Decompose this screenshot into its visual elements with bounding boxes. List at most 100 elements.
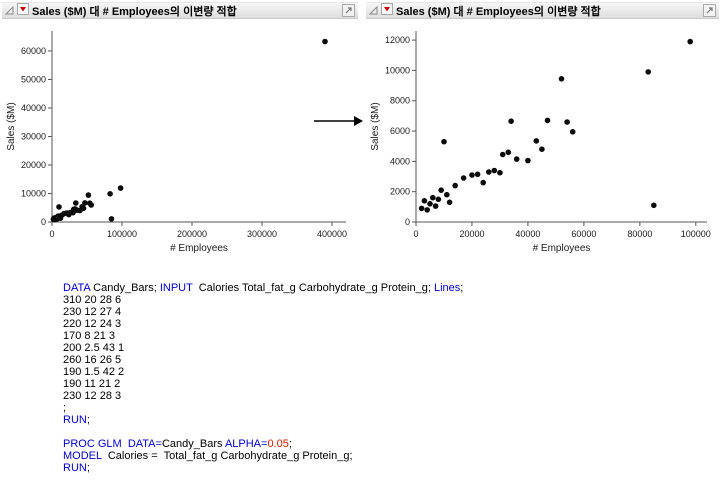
code-line: DATA Candy_Bars; INPUT Calories Total_fa… xyxy=(63,282,464,294)
data-point xyxy=(108,216,115,222)
y-tick-label: 12000 xyxy=(385,35,410,45)
data-point xyxy=(427,201,433,207)
x-tick-label: 80000 xyxy=(627,229,652,239)
y-tick-label: 4000 xyxy=(390,156,410,166)
scatter-svg: 0 10000 20000 30000 40000 50000 60000 0 100000 20… xyxy=(6,31,347,254)
outline-disclosure-icon[interactable] xyxy=(368,2,378,20)
data-point xyxy=(544,117,551,124)
code-line: RUN; xyxy=(63,414,90,426)
code-line: 190 1.5 42 2 xyxy=(63,366,125,378)
data-point xyxy=(497,169,503,176)
code-line: RUN; xyxy=(63,462,90,474)
x-tick-label: 100000 xyxy=(681,229,711,239)
code-line: 260 16 26 5 xyxy=(63,354,122,366)
code-line: 230 12 28 3 xyxy=(63,390,122,402)
data-point xyxy=(508,118,514,124)
x-tick-label: 300000 xyxy=(247,229,277,239)
red-triangle-menu-icon[interactable] xyxy=(17,2,29,20)
data-point xyxy=(564,119,570,125)
data-point xyxy=(539,146,545,152)
y-tick-label: 10000 xyxy=(385,65,410,75)
panel-corner-icon[interactable] xyxy=(342,4,355,17)
data-point xyxy=(446,199,453,206)
scatter-svg: 0 2000 4000 6000 8000 10000 12000 0 20000 40000 60… xyxy=(370,31,711,254)
bivariate-fit-panel-full: Sales ($M) 대 # Employees의 이변량 적합 0 10000 2… xyxy=(2,2,358,260)
x-axis-label: # Employees xyxy=(533,243,591,254)
code-line: PROC GLM DATA=Candy_Bars ALPHA=0.05; xyxy=(63,438,292,450)
code-line: ; xyxy=(63,402,67,414)
data-point xyxy=(525,157,531,164)
y-tick-label: 6000 xyxy=(390,126,410,136)
scatter-plot-full-range: 0 10000 20000 30000 40000 50000 60000 0 100000 20… xyxy=(2,19,358,258)
data-point xyxy=(533,138,540,144)
code-line: 190 11 21 2 xyxy=(63,378,121,390)
y-tick-label: 8000 xyxy=(390,96,410,106)
panel-title-bar: Sales ($M) 대 # Employees의 이변량 적합 xyxy=(2,2,358,19)
y-axis-label: Sales ($M) xyxy=(370,102,381,150)
panel-title: Sales ($M) 대 # Employees의 이변량 적합 xyxy=(396,5,601,18)
data-point xyxy=(469,172,475,178)
x-tick-label: 0 xyxy=(413,229,418,239)
data-point xyxy=(444,191,450,198)
scatter-plot-zoomed: 0 2000 4000 6000 8000 10000 12000 0 20000 40000 60… xyxy=(366,19,719,258)
data-point xyxy=(88,202,94,208)
data-point xyxy=(460,175,467,181)
code-line: 230 12 27 4 xyxy=(63,306,122,318)
data-point xyxy=(117,185,124,191)
data-point xyxy=(486,169,492,175)
y-tick-label: 10000 xyxy=(21,188,46,198)
bivariate-fit-panel-zoomed: Sales ($M) 대 # Employees의 이변량 적합 0 2000 40… xyxy=(366,2,719,260)
code-block: DATA Candy_Bars; INPUT Calories Total_fa… xyxy=(63,282,463,474)
data-point xyxy=(438,187,444,193)
y-tick-label: 0 xyxy=(405,217,410,227)
data-point xyxy=(452,182,458,189)
y-tick-label: 0 xyxy=(41,217,46,227)
data-point xyxy=(430,194,436,201)
x-tick-label: 400000 xyxy=(317,229,347,239)
panel-title-bar: Sales ($M) 대 # Employees의 이변량 적합 xyxy=(366,2,719,19)
code-line: 200 2.5 43 1 xyxy=(63,342,125,354)
data-point xyxy=(80,205,87,212)
data-point xyxy=(73,200,79,206)
y-tick-label: 50000 xyxy=(21,74,46,84)
data-point xyxy=(499,151,506,158)
data-point xyxy=(432,203,439,209)
code-line: MODEL Calories = Total_fat_g Carbohydrat… xyxy=(63,450,353,462)
code-line: 170 8 21 3 xyxy=(63,330,115,342)
y-tick-label: 40000 xyxy=(21,103,46,113)
data-point xyxy=(558,76,565,82)
x-tick-label: 60000 xyxy=(571,229,596,239)
x-axis-label: # Employees xyxy=(170,243,228,254)
data-point xyxy=(513,156,520,162)
data-point xyxy=(505,149,512,156)
data-point xyxy=(418,205,425,212)
data-point xyxy=(474,171,481,178)
data-point xyxy=(107,191,113,197)
x-tick-label: 20000 xyxy=(459,229,484,239)
data-point xyxy=(82,200,88,206)
data-point xyxy=(441,138,447,145)
x-tick-label: 100000 xyxy=(107,229,137,239)
y-tick-label: 30000 xyxy=(21,131,46,141)
right-arrow-icon xyxy=(312,112,364,130)
data-point xyxy=(687,38,693,45)
x-tick-label: 0 xyxy=(49,229,54,239)
panel-corner-icon[interactable] xyxy=(703,4,716,17)
y-axis-label: Sales ($M) xyxy=(6,102,17,150)
x-tick-label: 40000 xyxy=(515,229,540,239)
data-point xyxy=(435,196,442,203)
code-line: 220 12 24 3 xyxy=(63,318,122,330)
data-point xyxy=(424,207,430,213)
data-point xyxy=(480,179,486,186)
code-line: 310 20 28 6 xyxy=(63,294,122,306)
panel-title: Sales ($M) 대 # Employees의 이변량 적합 xyxy=(32,5,237,18)
y-tick-label: 2000 xyxy=(390,187,410,197)
red-triangle-menu-icon[interactable] xyxy=(381,2,393,20)
data-point xyxy=(645,69,651,75)
data-point xyxy=(421,198,428,204)
y-tick-label: 60000 xyxy=(21,46,46,56)
y-tick-label: 20000 xyxy=(21,160,46,170)
data-point xyxy=(322,38,328,45)
data-point xyxy=(491,167,498,174)
outline-disclosure-icon[interactable] xyxy=(4,2,14,20)
